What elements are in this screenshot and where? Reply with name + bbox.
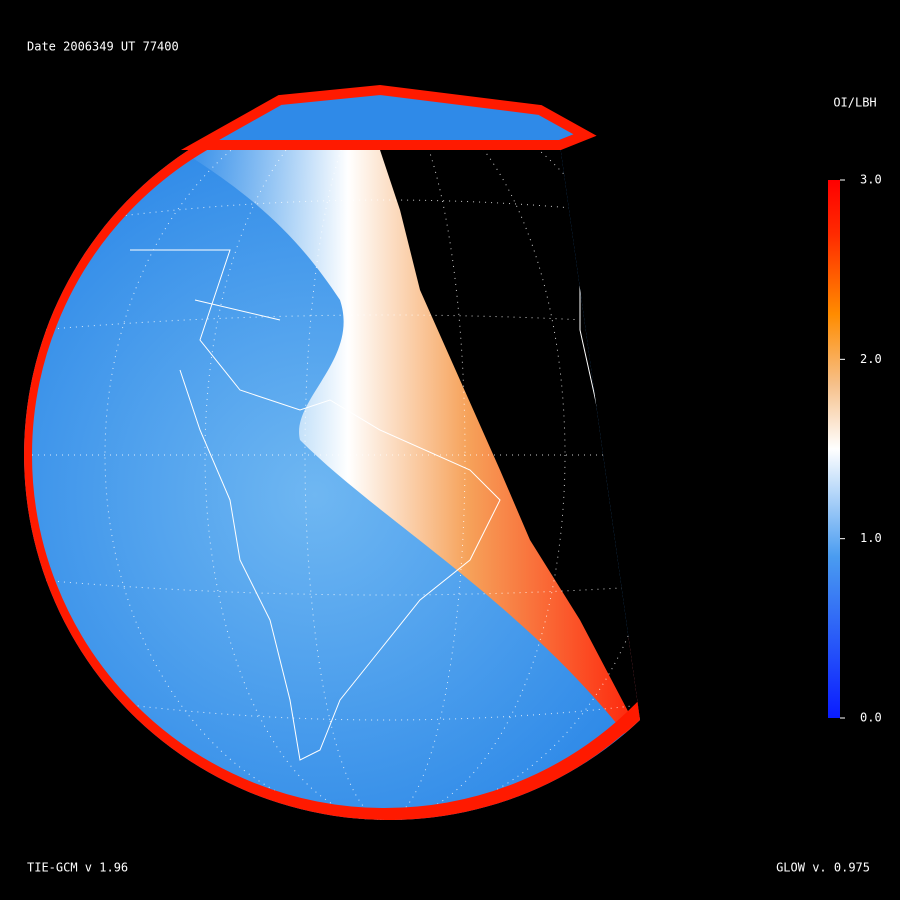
colorbar-tick-label: 2.0 — [860, 352, 882, 366]
colorbar-ticks: 3.0 2.0 1.0 0.0 — [840, 173, 882, 725]
colorbar-tick-label: 0.0 — [860, 711, 882, 725]
glow-label: GLOW v. 0.975 — [776, 861, 870, 875]
date-label: Date 2006349 UT 77400 — [27, 40, 179, 54]
colorbar — [828, 180, 840, 718]
colorbar-tick-label: 1.0 — [860, 531, 882, 545]
colorbar-title: OI/LBH — [833, 96, 876, 110]
polar-cap — [180, 84, 597, 150]
terminator-band — [180, 140, 640, 740]
model-label: TIE-GCM v 1.96 — [27, 861, 128, 875]
graticule — [24, 90, 640, 820]
nightside — [380, 140, 640, 715]
colorbar-tick-label: 3.0 — [860, 173, 882, 187]
